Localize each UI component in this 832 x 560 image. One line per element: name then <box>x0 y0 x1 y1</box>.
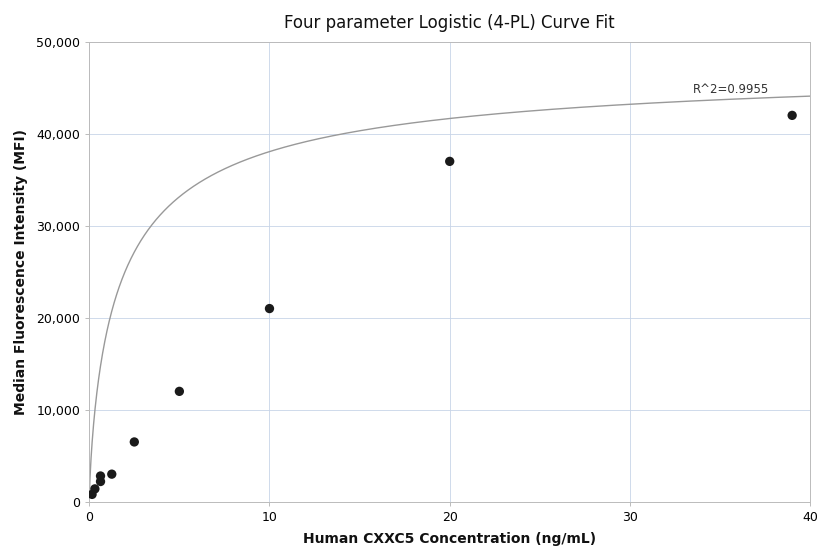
Title: Four parameter Logistic (4-PL) Curve Fit: Four parameter Logistic (4-PL) Curve Fit <box>285 14 615 32</box>
Text: R^2=0.9955: R^2=0.9955 <box>693 83 770 96</box>
Point <box>105 470 118 479</box>
Point <box>88 484 102 493</box>
Point <box>785 111 799 120</box>
Y-axis label: Median Fluorescence Intensity (MFI): Median Fluorescence Intensity (MFI) <box>14 129 28 415</box>
X-axis label: Human CXXC5 Concentration (ng/mL): Human CXXC5 Concentration (ng/mL) <box>303 532 597 546</box>
Point <box>94 477 107 486</box>
Point <box>127 437 141 446</box>
Point <box>94 472 107 480</box>
Point <box>86 490 99 499</box>
Point <box>263 304 276 313</box>
Point <box>173 387 186 396</box>
Point <box>443 157 457 166</box>
